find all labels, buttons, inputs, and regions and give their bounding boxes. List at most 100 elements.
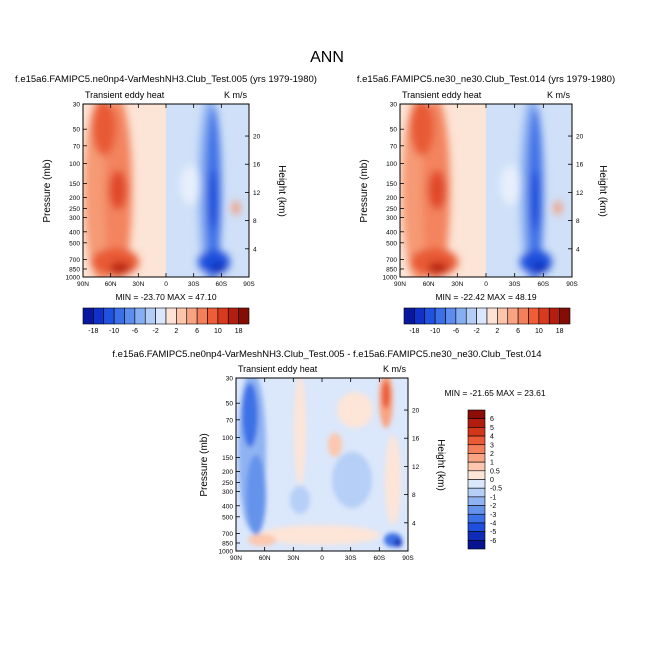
panel-3-left-string: Transient eddy heat xyxy=(238,364,318,374)
colorbar-label: 10 xyxy=(214,328,222,335)
panel-1: f.e15a6.FAMIPC5.ne0np4-VarMeshNH3.Club_T… xyxy=(15,74,317,335)
colorbar-label: 2 xyxy=(495,328,499,335)
y-tick-label: 1000 xyxy=(66,275,81,282)
x-tick-label: 0 xyxy=(320,555,324,562)
colorbar-swatch xyxy=(196,307,208,325)
colorbar-swatch xyxy=(467,453,486,463)
y2-tick-label: 20 xyxy=(412,408,420,415)
colorbar-label: -4 xyxy=(490,520,496,527)
colorbar-swatch xyxy=(467,487,486,498)
colorbar-label: 4 xyxy=(490,434,494,441)
panel-2-axes: 3050701001502002503004005007008501000481… xyxy=(383,102,584,289)
x-tick-label: 30S xyxy=(188,281,200,288)
panel-1-left-string: Transient eddy heat xyxy=(85,90,165,100)
panel-2-title: f.e15a6.FAMIPC5.ne30_ne30.Club_Test.014 … xyxy=(357,74,615,85)
y2-tick-label: 8 xyxy=(412,492,416,499)
y2-tick-label: 16 xyxy=(412,436,420,443)
colorbar-label: 5 xyxy=(490,425,494,432)
y-tick-label: 500 xyxy=(386,240,397,247)
panel-2-ylabel: Pressure (mb) xyxy=(359,159,370,222)
colorbar-label: 0.5 xyxy=(490,468,500,475)
colorbar-swatch xyxy=(467,470,486,480)
colorbar-swatch xyxy=(467,513,486,524)
x-tick-label: 30N xyxy=(287,555,299,562)
panel-2-stats: MIN = -22.42 MAX = 48.19 xyxy=(435,292,536,302)
colorbar-swatch xyxy=(403,307,415,325)
y-tick-label: 700 xyxy=(69,257,80,264)
x-tick-label: 60N xyxy=(105,281,117,288)
panel-1-right-string: K m/s xyxy=(224,90,248,100)
x-tick-label: 90S xyxy=(243,281,255,288)
y-tick-label: 50 xyxy=(226,401,234,408)
colorbar-swatch xyxy=(165,307,177,325)
colorbar-swatch xyxy=(238,307,250,325)
colorbar-swatch xyxy=(467,427,486,437)
colorbar-swatch xyxy=(424,307,436,325)
colorbar-swatch xyxy=(82,307,94,325)
colorbar-swatch xyxy=(538,307,550,325)
x-tick-label: 60S xyxy=(374,555,386,562)
colorbar-label: 1 xyxy=(490,460,494,467)
colorbar-swatch xyxy=(497,307,509,325)
y-tick-label: 50 xyxy=(390,127,398,134)
colorbar-label: -10 xyxy=(430,328,440,335)
panel-2-y2label: Height (km) xyxy=(597,165,608,217)
colorbar-swatch xyxy=(455,307,467,325)
colorbar-label: 6 xyxy=(195,328,199,335)
y-tick-label: 100 xyxy=(386,161,397,168)
x-tick-label: 30N xyxy=(451,281,463,288)
y-tick-label: 200 xyxy=(69,195,80,202)
colorbar-swatch xyxy=(445,307,457,325)
colorbar-swatch xyxy=(467,496,486,506)
panel-2-right-string: K m/s xyxy=(547,90,571,100)
y-tick-label: 150 xyxy=(69,181,80,188)
panel-1-ylabel: Pressure (mb) xyxy=(42,159,53,222)
y-tick-label: 300 xyxy=(69,215,80,222)
y-tick-label: 300 xyxy=(222,489,233,496)
colorbar-swatch xyxy=(465,307,477,325)
panel-2-field xyxy=(400,104,572,277)
y2-tick-label: 4 xyxy=(576,246,580,253)
colorbar-swatch xyxy=(548,307,560,325)
panel-3-axes: 3050701001502002503004005007008501000481… xyxy=(219,376,420,563)
y2-tick-label: 4 xyxy=(412,520,416,527)
panel-3-stats: MIN = -21.65 MAX = 23.61 xyxy=(444,388,545,398)
colorbar-swatch xyxy=(467,435,486,446)
y-tick-label: 70 xyxy=(73,143,81,150)
colorbar-label: -18 xyxy=(409,328,419,335)
y2-tick-label: 20 xyxy=(576,134,584,141)
panel-3-y2label: Height (km) xyxy=(435,439,446,491)
y-tick-label: 30 xyxy=(390,102,398,109)
colorbar-2: -18 -10 -6 -2 2 6 10 18 xyxy=(403,307,571,335)
y2-tick-label: 12 xyxy=(576,190,584,197)
y-tick-label: 500 xyxy=(222,514,233,521)
colorbar-1: -18 -10 -6 -2 2 6 10 18 xyxy=(82,307,250,335)
y-tick-label: 200 xyxy=(386,195,397,202)
colorbar-label: 6 xyxy=(516,328,520,335)
x-tick-label: 30S xyxy=(345,555,357,562)
colorbar-swatch xyxy=(467,479,486,489)
x-tick-label: 60N xyxy=(423,281,435,288)
x-tick-label: 60S xyxy=(216,281,228,288)
y2-tick-label: 12 xyxy=(412,464,420,471)
y-tick-label: 850 xyxy=(69,266,80,273)
x-tick-label: 90N xyxy=(230,555,242,562)
y2-tick-label: 8 xyxy=(253,218,257,225)
colorbar-swatch xyxy=(144,307,156,325)
colorbar-label: -2 xyxy=(153,328,159,335)
y-tick-label: 850 xyxy=(386,266,397,273)
colorbar-label: -6 xyxy=(453,328,459,335)
y-tick-label: 850 xyxy=(222,540,233,547)
colorbar-label: -10 xyxy=(109,328,119,335)
colorbar-label: 2 xyxy=(174,328,178,335)
y-tick-label: 100 xyxy=(69,161,80,168)
colorbar-swatch xyxy=(467,505,486,515)
colorbar-swatch xyxy=(467,409,486,419)
y-tick-label: 1000 xyxy=(383,275,398,282)
x-tick-label: 0 xyxy=(164,281,168,288)
colorbar-label: -6 xyxy=(132,328,138,335)
colorbar-swatch xyxy=(486,307,498,325)
colorbar-swatch xyxy=(434,307,446,325)
y-tick-label: 250 xyxy=(69,206,80,213)
